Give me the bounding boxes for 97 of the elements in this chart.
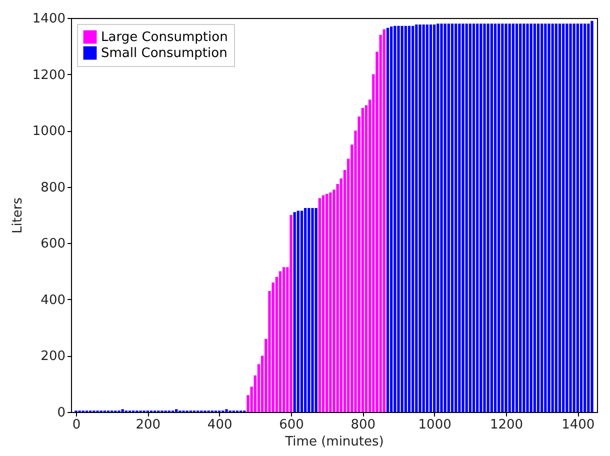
bar <box>587 24 590 412</box>
bar <box>494 24 497 412</box>
bar <box>304 208 307 412</box>
bar <box>412 26 414 412</box>
y-tick-label: 400 <box>40 292 66 308</box>
bar <box>394 26 396 412</box>
bar <box>458 24 461 412</box>
bar <box>422 24 425 412</box>
y-tick-label: 1400 <box>32 12 66 26</box>
bar <box>400 26 404 412</box>
bar <box>519 24 522 412</box>
bar <box>447 24 450 412</box>
x-tick-label: 1200 <box>490 418 524 432</box>
bar <box>486 24 490 412</box>
bar <box>580 24 583 412</box>
bar <box>562 24 565 412</box>
legend-label: Large Consumption <box>101 30 228 45</box>
bar <box>533 24 536 412</box>
bar <box>329 192 332 412</box>
bar <box>390 26 393 412</box>
bar <box>490 24 493 412</box>
bar <box>415 24 418 412</box>
x-axis-title: Time (minutes) <box>284 434 384 450</box>
bar <box>426 24 428 412</box>
bar <box>308 208 310 412</box>
x-tick-label: 200 <box>136 418 161 432</box>
bar <box>558 24 562 412</box>
bar <box>551 24 554 412</box>
bar <box>566 24 568 412</box>
bar <box>121 409 124 412</box>
bar <box>515 24 518 412</box>
y-axis-title: Liters <box>10 197 26 234</box>
bar <box>576 24 579 412</box>
bar <box>526 24 529 412</box>
bar <box>282 267 286 412</box>
y-tick-label: 800 <box>40 180 66 196</box>
bar <box>278 271 282 412</box>
bar <box>504 24 508 412</box>
legend-label: Small Consumption <box>101 46 228 61</box>
x-tick-label: 1000 <box>418 418 452 432</box>
bar <box>404 26 407 412</box>
x-tick-label: 600 <box>279 418 304 432</box>
bar <box>293 212 296 412</box>
bar <box>540 24 544 412</box>
bar <box>225 409 228 412</box>
y-tick-label: 0 <box>57 406 66 420</box>
bar <box>548 24 550 412</box>
x-tick-label: 400 <box>207 418 232 432</box>
bar <box>440 24 443 412</box>
bar <box>454 24 458 412</box>
bar <box>498 24 500 412</box>
x-tick-label: 1400 <box>562 418 595 432</box>
bar <box>450 24 454 412</box>
y-tick-label: 600 <box>40 236 66 252</box>
bar <box>501 24 504 412</box>
bar <box>544 24 547 412</box>
bar <box>397 26 400 412</box>
bar <box>361 108 364 412</box>
bar <box>326 194 328 412</box>
bar <box>536 24 540 412</box>
bar <box>465 24 468 412</box>
x-tick-label: 800 <box>350 418 376 432</box>
bar <box>480 24 482 412</box>
bar <box>386 28 390 412</box>
bar <box>476 24 479 412</box>
bar <box>418 24 422 412</box>
y-tick-label: 200 <box>40 349 66 364</box>
bar <box>483 24 486 412</box>
y-tick-label: 1000 <box>32 124 66 140</box>
bar <box>290 215 292 412</box>
bar <box>314 208 318 412</box>
bar <box>408 26 411 412</box>
bar <box>462 24 464 412</box>
bar <box>436 24 440 412</box>
bar <box>175 409 178 412</box>
y-tick-label: 1200 <box>32 68 66 83</box>
bar <box>530 24 532 412</box>
bar <box>522 24 526 412</box>
bar <box>468 24 472 412</box>
bar <box>508 24 511 412</box>
bar <box>318 198 321 412</box>
bar <box>444 24 446 412</box>
bar <box>382 29 386 412</box>
bar <box>569 24 572 412</box>
bar <box>472 24 476 412</box>
bar <box>429 24 432 412</box>
bar <box>590 20 594 412</box>
bar <box>433 24 436 412</box>
bar <box>322 195 325 412</box>
x-tick-label: 0 <box>72 418 81 432</box>
bar <box>296 210 300 412</box>
bar <box>572 24 576 412</box>
bar <box>311 208 314 412</box>
bar <box>584 24 586 412</box>
bar <box>300 210 304 412</box>
bar <box>554 24 558 412</box>
bar <box>512 24 514 412</box>
